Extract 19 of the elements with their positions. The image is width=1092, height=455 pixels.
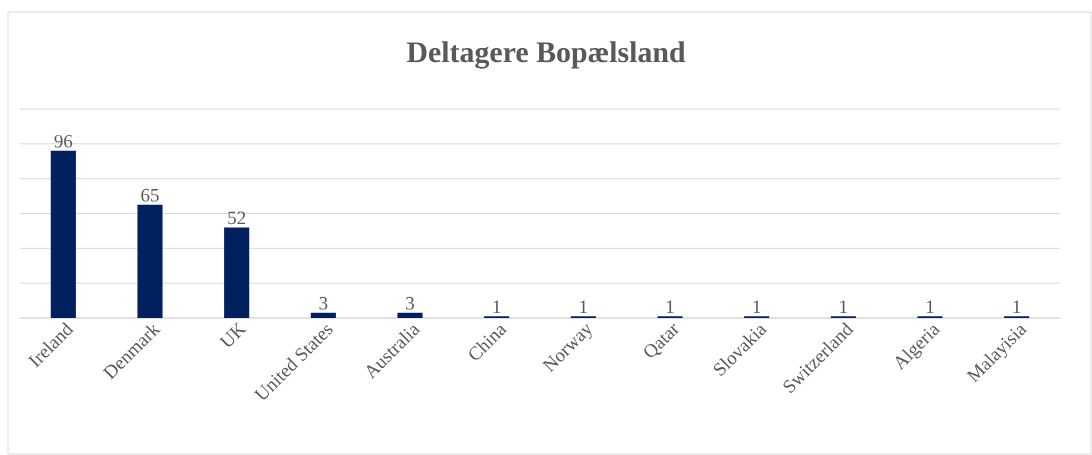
bar: [137, 204, 163, 318]
data-label: 52: [228, 211, 246, 225]
data-label: 96: [54, 134, 73, 148]
x-tick-label: UK: [219, 321, 247, 347]
data-label: 3: [406, 296, 414, 310]
data-label: 3: [319, 296, 328, 310]
chart-title: Deltagere Bopælsland: [406, 41, 686, 69]
data-label: 1: [753, 300, 761, 314]
data-label: 1: [493, 300, 501, 314]
bar: [310, 312, 336, 318]
data-label: 1: [580, 300, 587, 314]
data-label: 1: [666, 300, 674, 314]
bar: [397, 312, 423, 318]
data-label: 1: [840, 300, 847, 314]
data-label: 65: [141, 188, 159, 202]
data-label: 1: [926, 300, 934, 314]
bar: [50, 150, 76, 318]
data-label: 1: [1013, 300, 1021, 314]
bar: [224, 227, 250, 318]
